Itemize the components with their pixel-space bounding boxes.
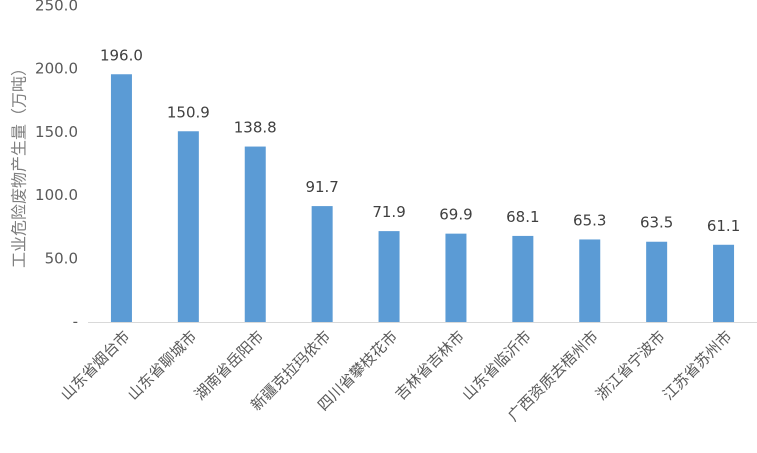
data-label: 138.8 xyxy=(234,119,277,137)
data-label: 69.9 xyxy=(439,206,472,224)
y-tick-label: 150.0 xyxy=(35,123,78,141)
y-tick-label: 200.0 xyxy=(35,60,78,78)
bar xyxy=(244,146,266,322)
bar xyxy=(646,241,668,322)
y-axis-title: 工业危险废物产生量（万吨） xyxy=(10,60,29,268)
bar xyxy=(579,239,601,322)
y-tick-label: 100.0 xyxy=(35,186,78,204)
y-tick-label: 250.0 xyxy=(35,0,78,15)
bar xyxy=(110,74,132,322)
x-tick-label: 浙江省宁波市 xyxy=(592,327,668,403)
data-label: 71.9 xyxy=(372,203,405,221)
data-label: 63.5 xyxy=(640,214,673,232)
data-label: 61.1 xyxy=(707,217,740,235)
bar xyxy=(177,131,199,322)
bars xyxy=(110,74,735,322)
x-tick-label: 山东省聊城市 xyxy=(124,327,200,403)
x-tick-label: 山东省烟台市 xyxy=(57,327,133,403)
x-axis: 山东省烟台市山东省聊城市湖南省岳阳市新疆克拉玛依市四川省攀枝花市吉林省吉林市山东… xyxy=(57,327,735,425)
bar xyxy=(713,244,735,322)
data-label: 68.1 xyxy=(506,208,539,226)
data-label: 196.0 xyxy=(100,46,143,64)
y-axis: - 50.0 100.0 150.0 200.0 250.0 xyxy=(35,0,78,331)
y-tick-label: 50.0 xyxy=(45,249,78,267)
data-label: 65.3 xyxy=(573,211,606,229)
data-labels: 196.0 150.9 138.8 91.7 71.9 69.9 68.1 65.3 63.5 6… xyxy=(100,46,740,235)
bar xyxy=(445,233,467,322)
data-label: 150.9 xyxy=(167,103,210,121)
x-tick-label: 吉林省吉林市 xyxy=(392,327,468,403)
bar xyxy=(311,206,333,322)
bar xyxy=(512,235,534,322)
bar xyxy=(378,231,400,322)
y-tick-label: - xyxy=(73,313,78,331)
x-tick-label: 江苏省苏州市 xyxy=(659,327,735,403)
data-label: 91.7 xyxy=(305,178,338,196)
